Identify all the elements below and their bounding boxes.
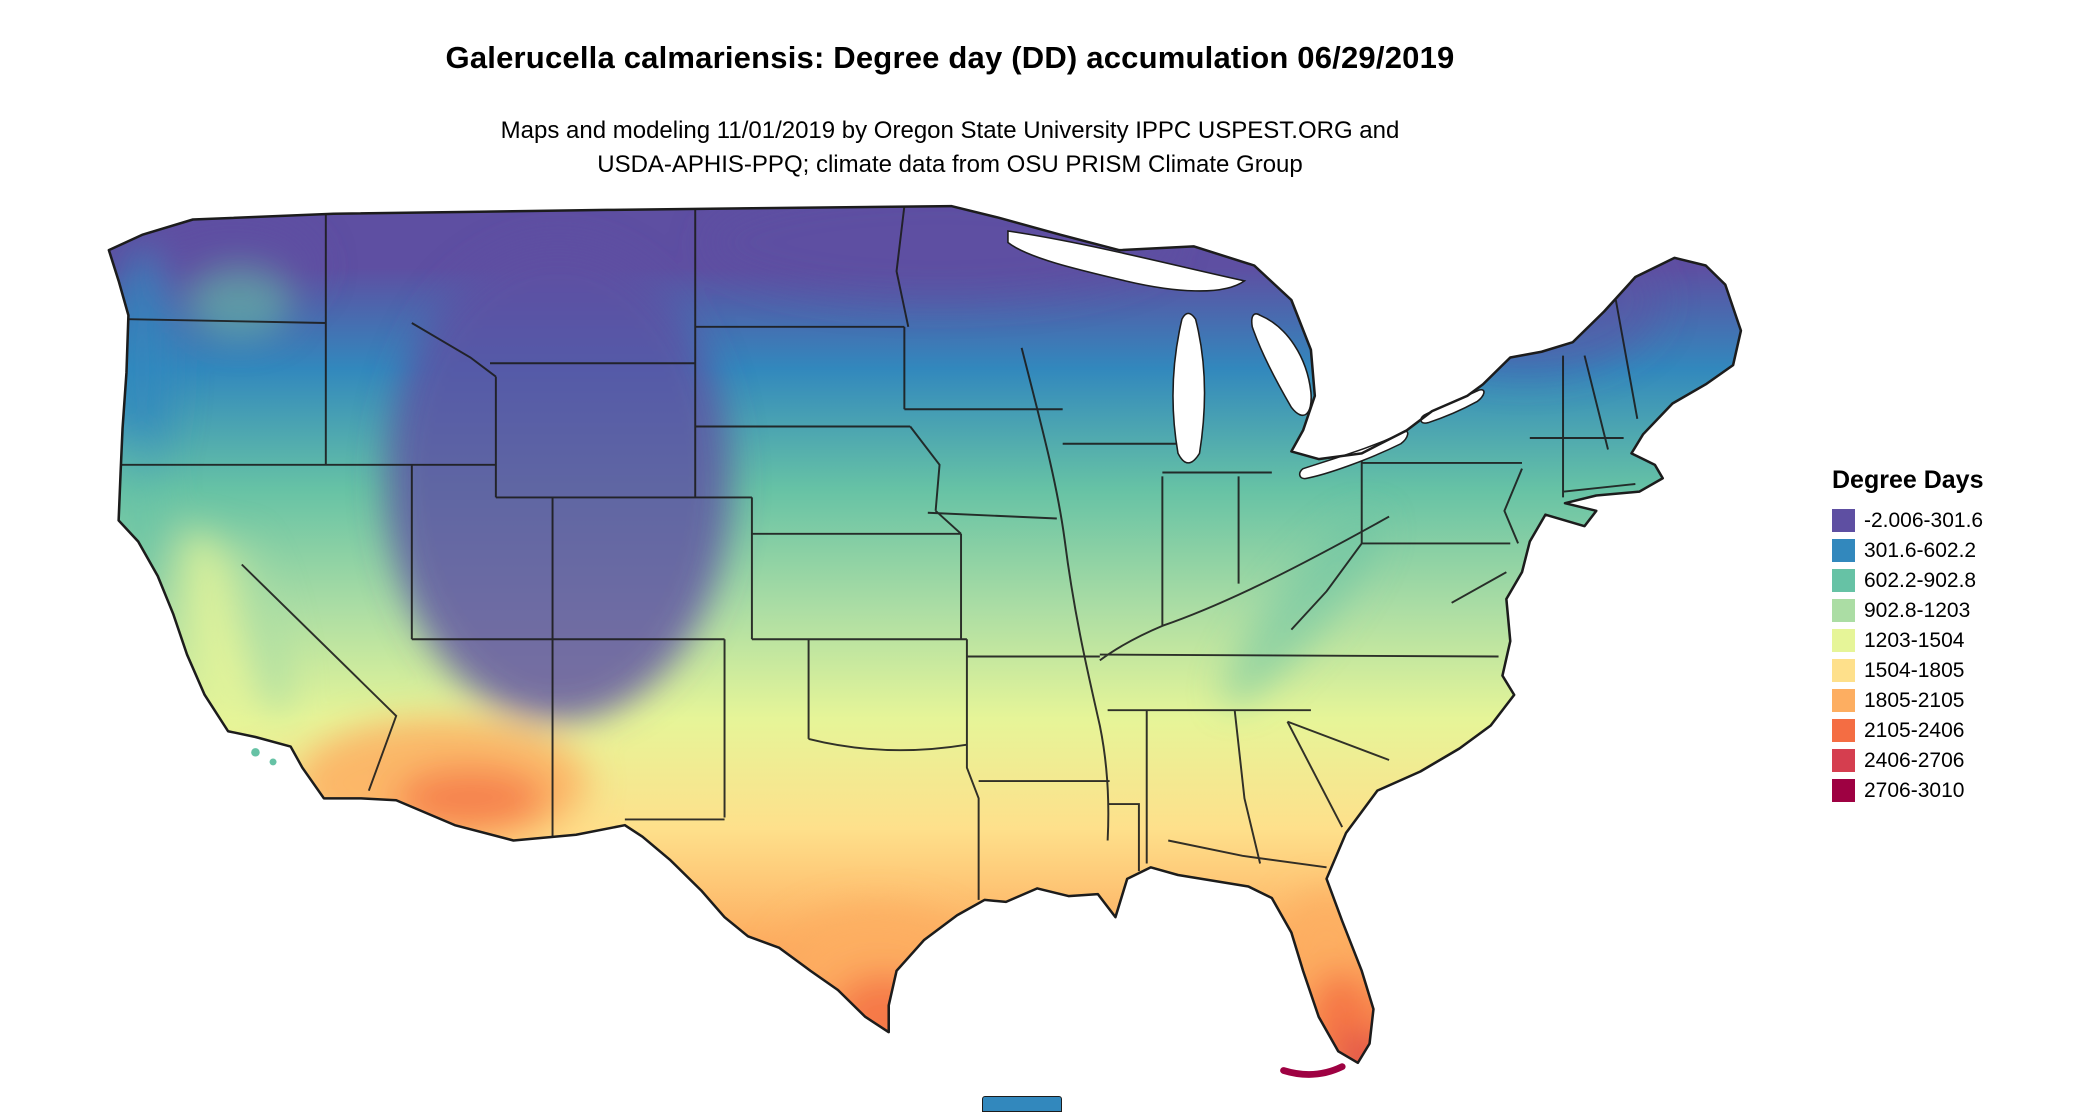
legend-swatch	[1832, 509, 1855, 532]
us-degree-day-map	[107, 204, 1743, 1078]
us-outline	[107, 204, 1743, 1065]
legend-item-label: 602.2-902.8	[1864, 568, 1977, 592]
state-borders-west	[118, 206, 753, 841]
legend-item-label: 2406-2706	[1864, 748, 1965, 772]
rockies-overlay	[386, 242, 731, 722]
legend-item-label: 902.8-1203	[1864, 598, 1971, 622]
channel-islands	[251, 748, 277, 766]
legend-item-label: 301.6-602.2	[1864, 538, 1977, 562]
legend-item: 1504-1805	[1832, 659, 1983, 682]
legend-title: Degree Days	[1832, 466, 1984, 494]
legend-swatch	[1832, 569, 1855, 592]
texas-tip-overlay	[830, 974, 940, 1059]
lake-superior	[1007, 230, 1247, 292]
florida-keys	[1280, 1063, 1346, 1078]
page-subtitle: Maps and modeling 11/01/2019 by Oregon S…	[0, 114, 1900, 182]
legend-item-label: 1504-1805	[1864, 658, 1965, 682]
legend-item-label: 2706-3010	[1864, 778, 1965, 802]
legend-swatch	[1832, 659, 1855, 682]
low-desert-overlay	[396, 767, 545, 829]
subtitle-line-2: USDA-APHIS-PPQ; climate data from OSU PR…	[597, 151, 1303, 178]
subtitle-line-1: Maps and modeling 11/01/2019 by Oregon S…	[500, 117, 1400, 144]
state-borders	[118, 206, 1639, 900]
lake-michigan	[1172, 312, 1206, 464]
central-valley-overlay	[182, 528, 251, 724]
map-inset-fragment	[982, 1096, 1062, 1112]
map-raster	[108, 206, 1741, 1063]
lake-huron	[1251, 313, 1312, 417]
legend-item: 301.6-602.2	[1832, 539, 1983, 562]
legend-items: -2.006-301.6 301.6-602.2 602.2-902.8 902.8-…	[1832, 509, 1983, 802]
legend-swatch	[1832, 539, 1855, 562]
legend-item: 902.8-1203	[1832, 599, 1983, 622]
appalachians-overlay	[1223, 515, 1380, 706]
legend-item: 2105-2406	[1832, 719, 1983, 742]
channel-island-dot	[269, 758, 277, 766]
state-borders-midwest	[1020, 347, 1499, 869]
legend: Degree Days -2.006-301.6 301.6-602.2 602.2…	[1832, 466, 1983, 809]
legend-item-label: 1203-1504	[1864, 628, 1965, 652]
legend-item-label: 1805-2105	[1864, 688, 1965, 712]
legend-item: 1805-2105	[1832, 689, 1983, 712]
legend-swatch	[1832, 599, 1855, 622]
legend-swatch	[1832, 689, 1855, 712]
legend-item: 602.2-902.8	[1832, 569, 1983, 592]
page-title: Galerucella calmariensis: Degree day (DD…	[445, 40, 1455, 75]
channel-island-dot	[251, 748, 260, 757]
state-borders-plains	[695, 206, 1140, 900]
legend-swatch	[1832, 629, 1855, 652]
legend-item: 2706-3010	[1832, 779, 1983, 802]
legend-item: 2406-2706	[1832, 749, 1983, 772]
legend-item: 1203-1504	[1832, 629, 1983, 652]
state-borders-east	[1286, 299, 1639, 828]
sierra-overlay	[229, 536, 289, 716]
northern-plains-overlay	[705, 206, 1175, 300]
legend-item-label: -2.006-301.6	[1864, 508, 1984, 532]
legend-swatch	[1832, 719, 1855, 742]
legend-item: -2.006-301.6	[1832, 509, 1983, 532]
legend-swatch	[1832, 779, 1855, 802]
legend-swatch	[1832, 749, 1855, 772]
columbia-basin-overlay	[189, 269, 291, 339]
legend-item-label: 2105-2406	[1864, 718, 1965, 742]
